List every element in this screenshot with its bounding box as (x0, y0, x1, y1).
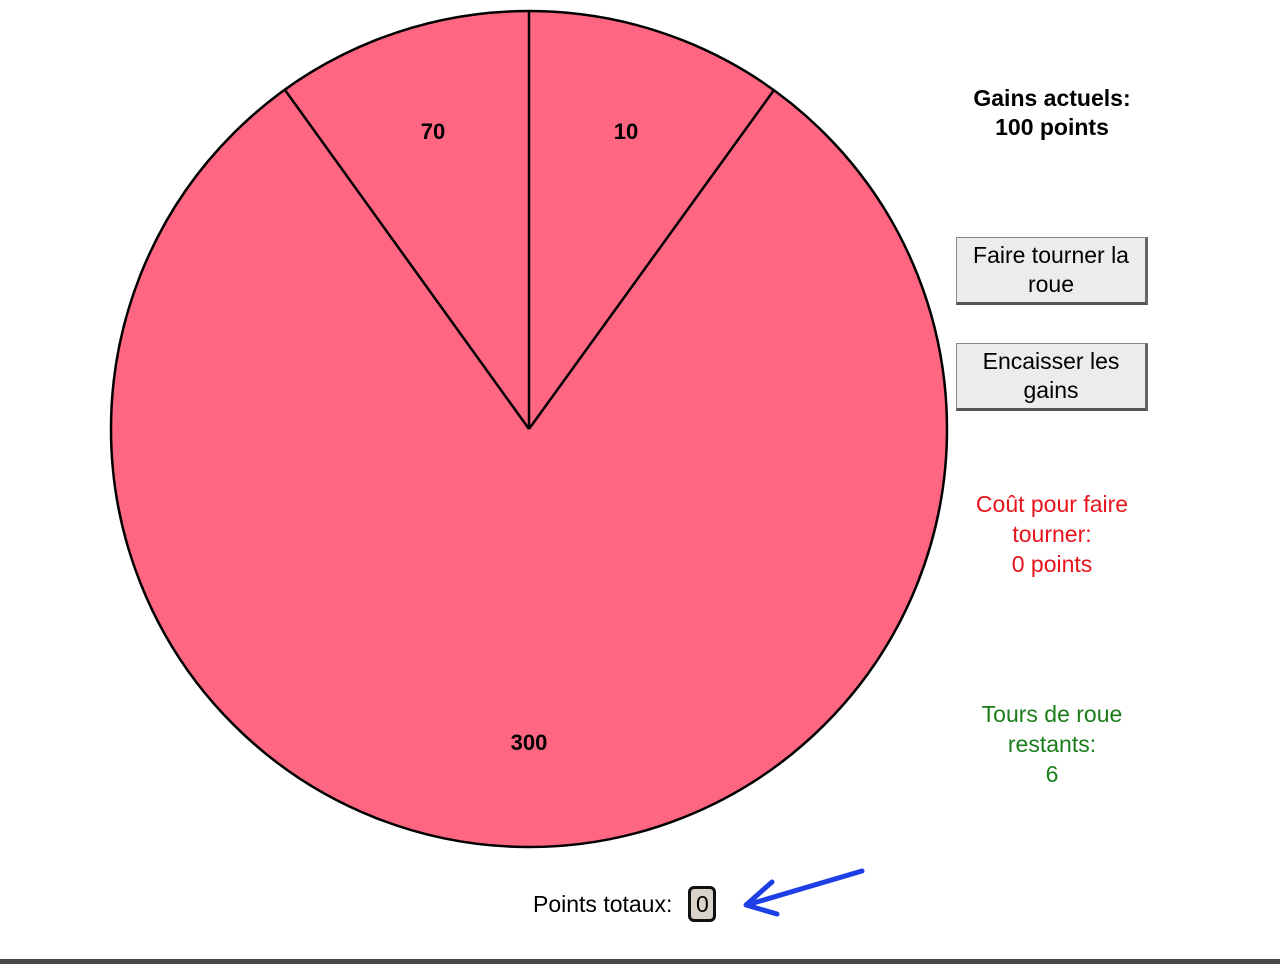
current-gains: Gains actuels: 100 points (952, 84, 1152, 142)
total-points-label: Points totaux: (533, 890, 673, 917)
spin-wheel-button[interactable]: Faire tourner la roue (956, 237, 1148, 305)
prize-wheel: 70 10 300 (109, 9, 949, 849)
wheel-segment-label: 300 (511, 730, 548, 755)
remaining-spins-value: 6 (1045, 761, 1059, 787)
wheel-divider-right (527, 89, 776, 430)
cash-out-button[interactable]: Encaisser les gains (956, 343, 1148, 411)
total-points-value: 0 (688, 886, 717, 922)
remaining-spins: Tours de roue restants: 6 (952, 699, 1152, 789)
spin-cost-label: Coût pour faire tourner: (975, 491, 1129, 547)
current-gains-value: 100 points (995, 114, 1109, 140)
remaining-spins-label: Tours de roue restants: (981, 701, 1123, 757)
wheel-segment-label: 10 (614, 119, 638, 144)
spin-cost: Coût pour faire tourner: 0 points (952, 489, 1152, 579)
wheel-divider-left (283, 89, 531, 430)
bottom-divider (0, 959, 1280, 964)
spin-cost-value: 0 points (1011, 551, 1093, 577)
arrow-left-icon (743, 868, 865, 917)
wheel-segment-label: 70 (421, 119, 445, 144)
current-gains-label: Gains actuels: (973, 85, 1131, 111)
total-points: Points totaux: 0 (533, 884, 717, 924)
